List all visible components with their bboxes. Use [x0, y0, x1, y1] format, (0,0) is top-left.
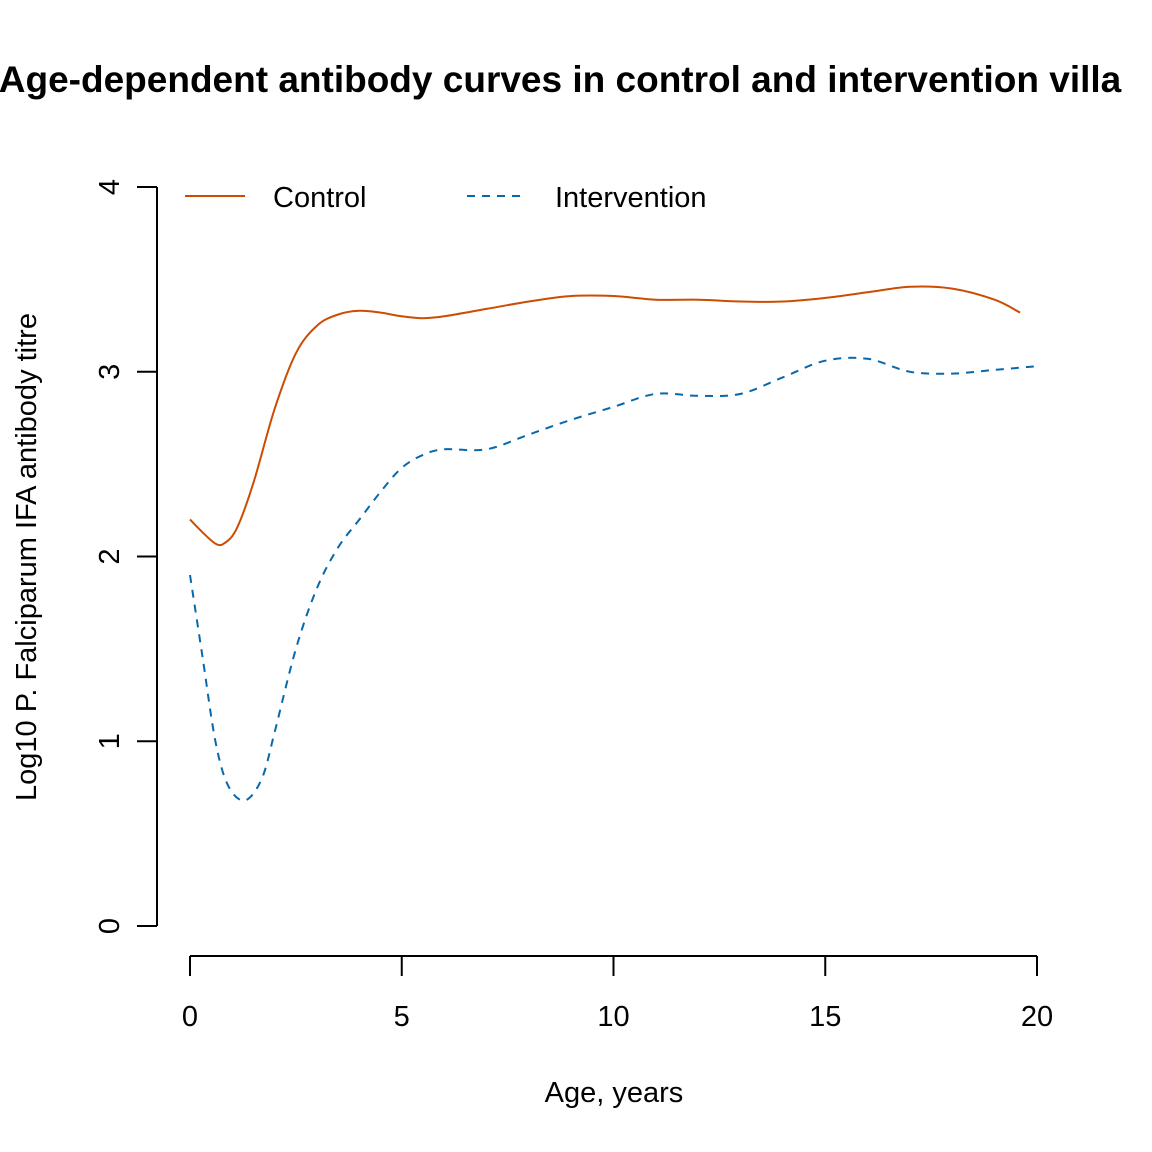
y-tick-label: 4	[94, 179, 126, 195]
legend: Control Intervention	[185, 182, 707, 214]
series-line-intervention	[189, 356, 1038, 802]
x-tick-label: 10	[597, 1001, 629, 1033]
x-tick-label: 15	[809, 1001, 841, 1033]
y-tick-label: 1	[94, 733, 126, 749]
y-tick-label: 3	[94, 364, 126, 380]
series-layer	[189, 285, 1038, 802]
y-tick-label: 2	[94, 548, 126, 564]
x-tick-label: 0	[182, 1001, 198, 1033]
y-tick-label: 0	[94, 918, 126, 934]
x-tick-label: 5	[394, 1001, 410, 1033]
y-axis: 0 1 2 3 4	[94, 179, 158, 934]
legend-label-intervention: Intervention	[555, 182, 707, 214]
x-axis: 0 5 10 15 20	[182, 955, 1053, 1033]
chart-title: Age-dependent antibody curves in control…	[0, 59, 1122, 100]
x-tick-label: 20	[1021, 1001, 1053, 1033]
x-axis-label: Age, years	[545, 1077, 684, 1109]
series-line-control	[189, 285, 1021, 547]
y-axis-label: Log10 P. Falciparum IFA antibody titre	[11, 313, 43, 801]
legend-label-control: Control	[273, 182, 367, 214]
